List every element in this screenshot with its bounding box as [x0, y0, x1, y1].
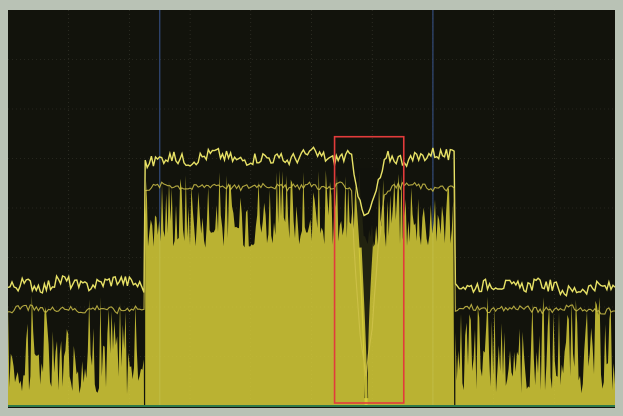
- noise-fill: [8, 168, 615, 407]
- notch-floor: [358, 247, 368, 407]
- noise-region-3: [455, 296, 615, 406]
- trace-average-trace: [8, 181, 616, 377]
- highlight-box-1: [333, 135, 405, 404]
- spectrum-traces: [7, 146, 616, 377]
- annotations: [333, 135, 405, 404]
- notch-gap: [353, 168, 379, 399]
- trace-max-hold-trace: [7, 146, 616, 297]
- noise-region-2: [145, 168, 455, 406]
- noise-region-1: [8, 295, 144, 406]
